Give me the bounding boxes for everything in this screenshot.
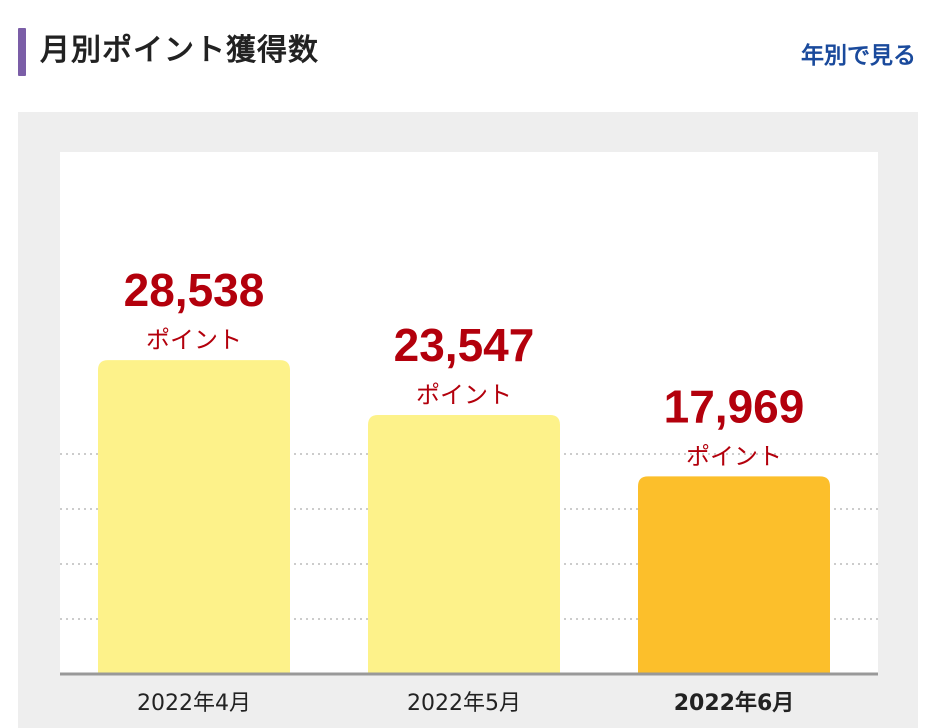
value-label-3: 17,969 [664,380,805,432]
bar-1 [98,360,290,674]
unit-label-1: ポイント [146,326,242,354]
header: 月別ポイント獲得数 年別で見る [0,0,928,100]
unit-label-2: ポイント [416,381,512,409]
category-label-1: 2022年4月 [137,691,251,716]
value-label-2: 23,547 [394,319,535,371]
category-label-3: 2022年6月 [674,690,795,716]
monthly-points-chart: ポイント28,5382022年4月ポイント23,5472022年5月ポイント17… [60,152,878,716]
value-label-1: 28,538 [124,264,265,316]
title-accent-bar [18,28,26,76]
page-title: 月別ポイント獲得数 [40,33,319,68]
year-view-link[interactable]: 年別で見る [801,43,916,69]
bar-2 [368,414,560,674]
unit-label-3: ポイント [686,442,782,470]
category-label-2: 2022年5月 [407,691,521,716]
bar-3 [638,476,830,674]
chart-panel: ポイント 28,538 2022年4月 ポイント 23,547 2022年5月 ポイント 17… [18,112,918,728]
